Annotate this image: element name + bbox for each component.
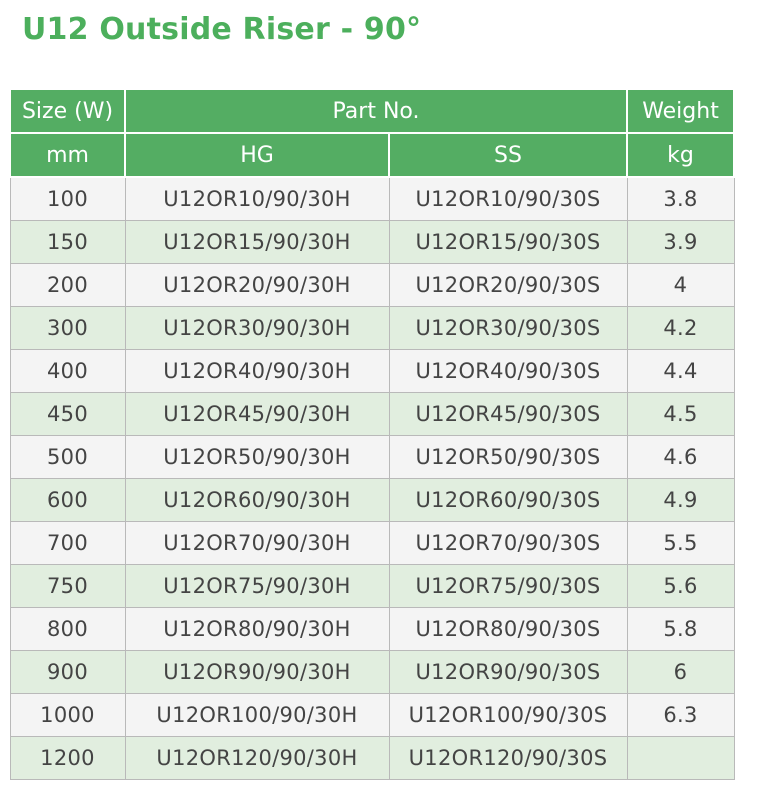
table-row: 700 U12OR70/90/30H U12OR70/90/30S 5.5 <box>9 521 735 565</box>
cell-ss-part-no: U12OR40/90/30S <box>388 349 628 393</box>
cell-ss-part-no: U12OR90/90/30S <box>388 650 628 694</box>
cell-hg-part-no: U12OR15/90/30H <box>124 220 390 264</box>
cell-weight: 6.3 <box>626 693 735 737</box>
cell-size: 200 <box>9 263 126 307</box>
cell-ss-part-no: U12OR45/90/30S <box>388 392 628 436</box>
cell-size: 1200 <box>9 736 126 780</box>
cell-hg-part-no: U12OR80/90/30H <box>124 607 390 651</box>
header-part-no: Part No. <box>123 88 629 134</box>
cell-hg-part-no: U12OR70/90/30H <box>124 521 390 565</box>
cell-size: 400 <box>9 349 126 393</box>
table-row: 900 U12OR90/90/30H U12OR90/90/30S 6 <box>9 650 735 694</box>
cell-ss-part-no: U12OR30/90/30S <box>388 306 628 350</box>
cell-weight: 4.4 <box>626 349 735 393</box>
cell-size: 500 <box>9 435 126 479</box>
cell-ss-part-no: U12OR60/90/30S <box>388 478 628 522</box>
cell-hg-part-no: U12OR45/90/30H <box>124 392 390 436</box>
table-body: 100 U12OR10/90/30H U12OR10/90/30S 3.8 150 U12… <box>9 176 735 780</box>
header-size: Size (W) <box>9 88 126 134</box>
header-row-1: Size (W) Part No. Weight <box>9 88 736 134</box>
table-row: 1000 U12OR100/90/30H U12OR100/90/30S 6.3 <box>9 693 735 737</box>
header-unit-kg: kg <box>626 132 736 178</box>
cell-size: 700 <box>9 521 126 565</box>
table-header: Size (W) Part No. Weight mm HG SS kg <box>9 88 736 178</box>
cell-size: 450 <box>9 392 126 436</box>
table-row: 200 U12OR20/90/30H U12OR20/90/30S 4 <box>9 263 735 307</box>
cell-size: 900 <box>9 650 126 694</box>
cell-size: 800 <box>9 607 126 651</box>
header-hg: HG <box>124 132 390 178</box>
cell-hg-part-no: U12OR40/90/30H <box>124 349 390 393</box>
table-row: 400 U12OR40/90/30H U12OR40/90/30S 4.4 <box>9 349 735 393</box>
table-row: 100 U12OR10/90/30H U12OR10/90/30S 3.8 <box>9 176 735 221</box>
cell-hg-part-no: U12OR30/90/30H <box>124 306 390 350</box>
header-row-2: mm HG SS kg <box>9 132 736 178</box>
page-title: U12 Outside Riser - 90° <box>22 12 422 47</box>
cell-weight: 4.9 <box>626 478 735 522</box>
table-row: 500 U12OR50/90/30H U12OR50/90/30S 4.6 <box>9 435 735 479</box>
table-row: 450 U12OR45/90/30H U12OR45/90/30S 4.5 <box>9 392 735 436</box>
header-ss: SS <box>387 132 629 178</box>
cell-hg-part-no: U12OR100/90/30H <box>124 693 390 737</box>
cell-size: 150 <box>9 220 126 264</box>
table-row: 300 U12OR30/90/30H U12OR30/90/30S 4.2 <box>9 306 735 350</box>
cell-weight: 6 <box>626 650 735 694</box>
table-row: 800 U12OR80/90/30H U12OR80/90/30S 5.8 <box>9 607 735 651</box>
cell-ss-part-no: U12OR15/90/30S <box>388 220 628 264</box>
cell-hg-part-no: U12OR60/90/30H <box>124 478 390 522</box>
cell-ss-part-no: U12OR75/90/30S <box>388 564 628 608</box>
cell-ss-part-no: U12OR10/90/30S <box>388 176 628 221</box>
cell-weight: 5.5 <box>626 521 735 565</box>
cell-hg-part-no: U12OR90/90/30H <box>124 650 390 694</box>
cell-weight: 5.6 <box>626 564 735 608</box>
spec-table: Size (W) Part No. Weight mm HG SS kg 100… <box>9 88 736 780</box>
table-row: 1200 U12OR120/90/30H U12OR120/90/30S <box>9 736 735 780</box>
cell-size: 750 <box>9 564 126 608</box>
cell-ss-part-no: U12OR80/90/30S <box>388 607 628 651</box>
cell-hg-part-no: U12OR120/90/30H <box>124 736 390 780</box>
cell-ss-part-no: U12OR50/90/30S <box>388 435 628 479</box>
cell-weight: 3.9 <box>626 220 735 264</box>
cell-size: 300 <box>9 306 126 350</box>
header-unit-mm: mm <box>9 132 126 178</box>
cell-ss-part-no: U12OR20/90/30S <box>388 263 628 307</box>
cell-size: 600 <box>9 478 126 522</box>
cell-weight: 4.6 <box>626 435 735 479</box>
table-row: 150 U12OR15/90/30H U12OR15/90/30S 3.9 <box>9 220 735 264</box>
table-row: 750 U12OR75/90/30H U12OR75/90/30S 5.6 <box>9 564 735 608</box>
cell-weight: 4 <box>626 263 735 307</box>
cell-weight <box>626 736 735 780</box>
table-row: 600 U12OR60/90/30H U12OR60/90/30S 4.9 <box>9 478 735 522</box>
cell-hg-part-no: U12OR75/90/30H <box>124 564 390 608</box>
cell-hg-part-no: U12OR20/90/30H <box>124 263 390 307</box>
cell-hg-part-no: U12OR50/90/30H <box>124 435 390 479</box>
cell-size: 1000 <box>9 693 126 737</box>
cell-weight: 5.8 <box>626 607 735 651</box>
cell-ss-part-no: U12OR100/90/30S <box>388 693 628 737</box>
cell-size: 100 <box>9 176 126 221</box>
header-weight: Weight <box>626 88 736 134</box>
cell-weight: 3.8 <box>626 176 735 221</box>
cell-weight: 4.2 <box>626 306 735 350</box>
cell-ss-part-no: U12OR70/90/30S <box>388 521 628 565</box>
cell-hg-part-no: U12OR10/90/30H <box>124 176 390 221</box>
cell-weight: 4.5 <box>626 392 735 436</box>
cell-ss-part-no: U12OR120/90/30S <box>388 736 628 780</box>
